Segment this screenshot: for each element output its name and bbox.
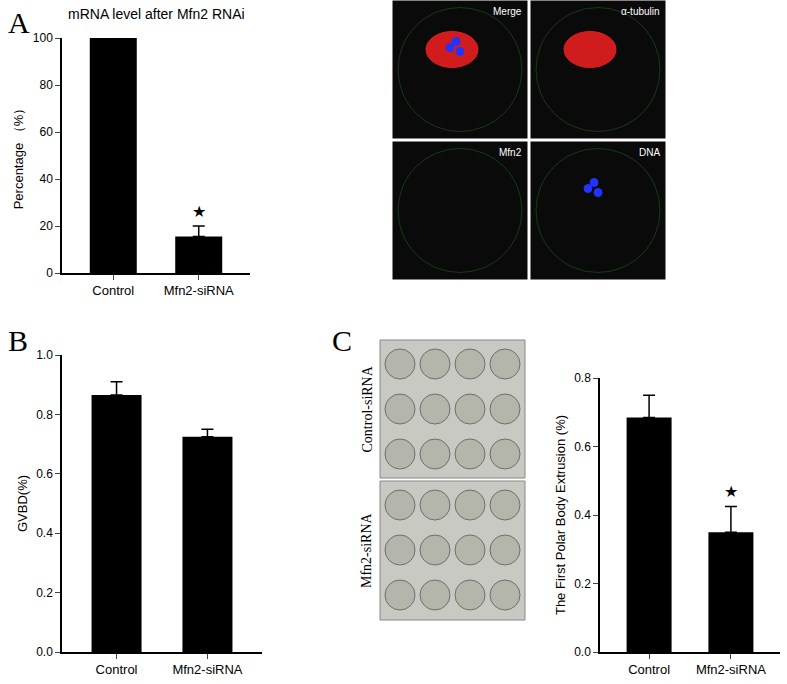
svg-text:★: ★ <box>192 202 206 221</box>
svg-text:60: 60 <box>39 125 53 139</box>
svg-text:Mfn2: Mfn2 <box>499 147 522 158</box>
svg-text:0.4: 0.4 <box>36 526 53 540</box>
svg-text:0.4: 0.4 <box>574 508 591 522</box>
svg-text:0.2: 0.2 <box>36 586 53 600</box>
svg-text:Mfn2-siRNA: Mfn2-siRNA <box>696 662 766 677</box>
svg-text:Control: Control <box>96 662 138 677</box>
svg-text:0.8: 0.8 <box>36 408 53 422</box>
svg-text:0.6: 0.6 <box>36 467 53 481</box>
svg-text:0.8: 0.8 <box>574 371 591 385</box>
svg-text:0: 0 <box>46 266 53 280</box>
svg-text:0.6: 0.6 <box>574 440 591 454</box>
svg-text:Merge: Merge <box>493 6 522 17</box>
svg-text:B: B <box>8 324 28 357</box>
svg-text:Mfn2-siRNA: Mfn2-siRNA <box>172 662 242 677</box>
svg-text:Control: Control <box>628 662 670 677</box>
svg-text:40: 40 <box>39 172 53 186</box>
svg-text:A: A <box>8 6 30 39</box>
svg-text:α-tubulin: α-tubulin <box>621 6 660 17</box>
svg-text:Mfn2-siRNA: Mfn2-siRNA <box>359 512 374 588</box>
svg-text:DNA: DNA <box>639 147 660 158</box>
svg-text:20: 20 <box>39 219 53 233</box>
svg-text:Control-siRNA: Control-siRNA <box>360 365 375 452</box>
svg-text:★: ★ <box>724 482 738 501</box>
svg-text:GVBD(%): GVBD(%) <box>15 475 30 532</box>
svg-text:80: 80 <box>39 78 53 92</box>
svg-text:The First Polar Body Extrusion: The First Polar Body Extrusion (%) <box>553 415 568 615</box>
svg-text:Mfn2-siRNA: Mfn2-siRNA <box>164 283 234 298</box>
svg-text:100: 100 <box>33 31 53 45</box>
svg-text:mRNA level after Mfn2 RNAi: mRNA level after Mfn2 RNAi <box>68 6 245 22</box>
svg-text:1.0: 1.0 <box>36 348 53 362</box>
svg-text:0.0: 0.0 <box>574 645 591 659</box>
svg-text:0.2: 0.2 <box>574 577 591 591</box>
svg-text:0.0: 0.0 <box>36 645 53 659</box>
svg-text:C: C <box>332 324 352 357</box>
svg-text:Percentage （%）: Percentage （%） <box>11 102 26 210</box>
svg-text:Control: Control <box>92 283 134 298</box>
